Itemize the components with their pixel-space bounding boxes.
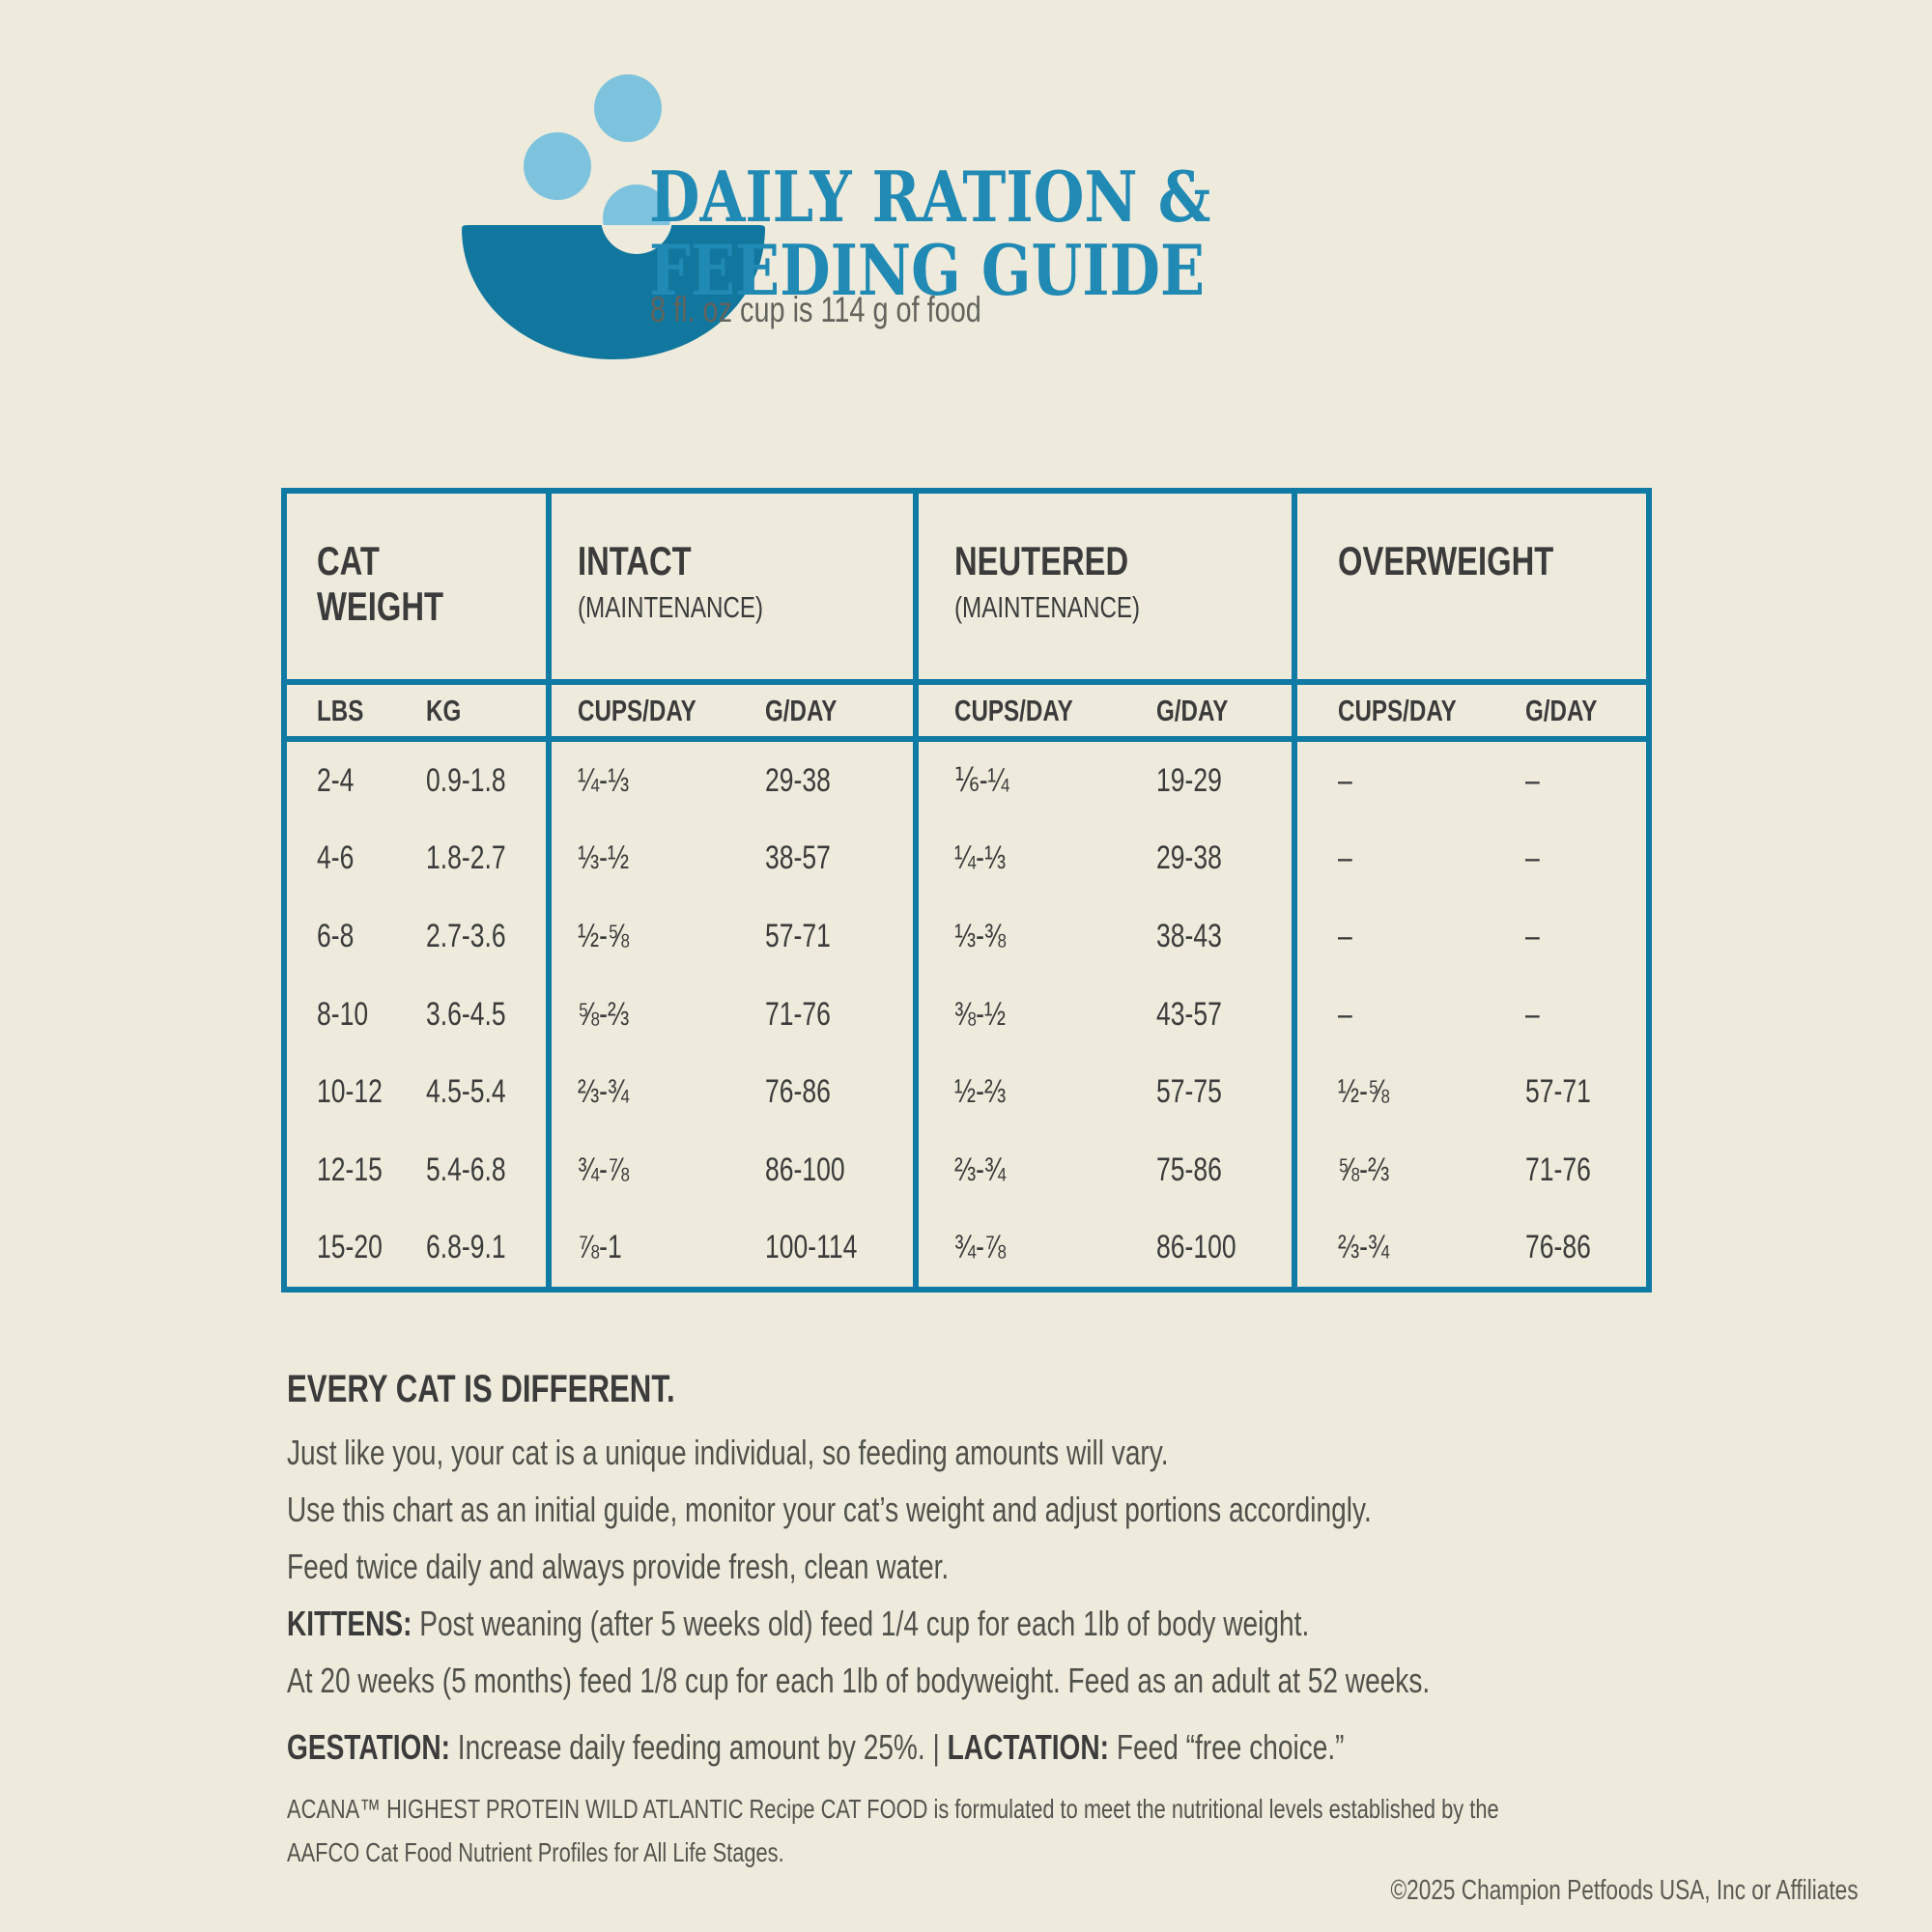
- subheader-row: CUPS/DAY G/DAY: [1297, 685, 1646, 742]
- bowl-cutout: [601, 225, 672, 254]
- cup-conversion-note: 8 fl. oz cup is 114 g of food: [650, 290, 981, 329]
- bowl-kibble-logo: [462, 74, 765, 359]
- table-cell: ¾-⅞ 86-100: [578, 1151, 845, 1188]
- table-cell: ¼-⅓ 29-38: [954, 839, 1222, 877]
- column-neutered: NEUTERED (MAINTENANCE) CUPS/DAY G/DAY ⅙-…: [919, 494, 1297, 1287]
- column-cat-weight: CAT WEIGHT LBS KG 2-4 0.9-1.8 4-6 1.8-2.7 …: [287, 494, 552, 1287]
- table-cell: ⅙-¼ 19-29: [954, 761, 1222, 800]
- data-rows: – – – – – – – – ½-⅝ 57-71 ⅝-⅔ 71-76 ⅔-¾ 76-86: [1297, 742, 1646, 1287]
- table-cell: – –: [1338, 761, 1540, 799]
- data-rows: ¼-⅓ 29-38 ⅓-½ 38-57 ½-⅝ 57-71 ⅝-⅔ 71-76 ⅔-¾ 7…: [552, 742, 913, 1287]
- table-cell: ¾-⅞ 86-100: [954, 1229, 1236, 1266]
- table-cell: – –: [1338, 995, 1540, 1033]
- subheader-cups-day: CUPS/DAY: [954, 693, 1073, 727]
- column-header-cat-weight: CAT WEIGHT: [287, 494, 546, 685]
- subheader-g-day: G/DAY: [1156, 693, 1229, 727]
- table-cell: ⅔-¾ 76-86: [578, 1073, 831, 1111]
- table-cell: ½-⅔ 57-75: [954, 1073, 1222, 1111]
- page-title: DAILY RATION & FEEDING GUIDE: [649, 160, 1210, 306]
- table-cell: ½-⅝ 57-71: [578, 917, 831, 954]
- note-line-2: Use this chart as an initial guide, moni…: [287, 1490, 1372, 1529]
- table-cell: ⅓-½ 38-57: [578, 839, 831, 877]
- table-cell: ⅞-1 100-114: [578, 1229, 858, 1266]
- table-cell: ½-⅝ 57-71: [1338, 1073, 1591, 1111]
- bowl-icon: [462, 225, 765, 359]
- table-cell: ⅝-⅔ 71-76: [578, 995, 831, 1033]
- table-cell: 10-12 4.5-5.4: [317, 1073, 506, 1111]
- table-cell: ⅔-¾ 75-86: [954, 1151, 1222, 1188]
- data-rows: ⅙-¼ 19-29 ¼-⅓ 29-38 ⅓-⅜ 38-43 ⅜-½ 43-57 ½-⅔ 5…: [919, 742, 1292, 1287]
- table-cell: ⅓-⅜ 38-43: [954, 917, 1222, 954]
- subheader-g-day: G/DAY: [1525, 693, 1598, 727]
- copyright-text: ©2025 Champion Petfoods USA, Inc or Affi…: [1390, 1875, 1859, 1906]
- data-rows: 2-4 0.9-1.8 4-6 1.8-2.7 6-8 2.7-3.6 8-10 3.6…: [287, 742, 546, 1287]
- note-line-1: Just like you, your cat is a unique indi…: [287, 1433, 1169, 1472]
- table-cell: 6-8 2.7-3.6: [317, 917, 506, 954]
- table-cell: 8-10 3.6-4.5: [317, 995, 506, 1033]
- note-line-3: Feed twice daily and always provide fres…: [287, 1547, 950, 1586]
- table-cell: 4-6 1.8-2.7: [317, 839, 506, 877]
- aafco-statement: ACANA™ HIGHEST PROTEIN WILD ATLANTIC Rec…: [287, 1794, 1499, 1867]
- lactation-label: LACTATION:: [947, 1727, 1110, 1767]
- subheader-cups-day: CUPS/DAY: [1338, 693, 1457, 727]
- kibble-bottom-icon: [603, 185, 670, 225]
- table-cell: ⅜-½ 43-57: [954, 995, 1222, 1033]
- column-header-neutered: NEUTERED (MAINTENANCE): [919, 494, 1292, 685]
- note-separator: |: [932, 1727, 940, 1767]
- table-cell: ¼-⅓ 29-38: [578, 761, 831, 799]
- subheader-lbs: LBS: [317, 693, 364, 727]
- table-cell: ⅝-⅔ 71-76: [1338, 1151, 1591, 1188]
- kittens-label: KITTENS:: [287, 1604, 412, 1643]
- subheader-kg: KG: [426, 693, 462, 727]
- table-cell: 2-4 0.9-1.8: [317, 761, 506, 799]
- gestation-lactation-note: GESTATION: Increase daily feeding amount…: [287, 1727, 1345, 1767]
- page-title-line1: DAILY RATION &: [649, 156, 1211, 238]
- column-header-overweight: OVERWEIGHT: [1297, 494, 1646, 685]
- table-cell: ⅔-¾ 76-86: [1338, 1229, 1591, 1266]
- every-cat-heading: EVERY CAT IS DIFFERENT.: [287, 1368, 675, 1410]
- subheader-cups-day: CUPS/DAY: [578, 693, 696, 727]
- column-sublabel: (MAINTENANCE): [954, 590, 1141, 625]
- kittens-note: KITTENS: Post weaning (after 5 weeks old…: [287, 1604, 1310, 1643]
- feeding-table: CAT WEIGHT LBS KG 2-4 0.9-1.8 4-6 1.8-2.7 …: [281, 488, 1652, 1293]
- column-overweight: OVERWEIGHT CUPS/DAY G/DAY – – – – – – – – ½-…: [1297, 494, 1646, 1287]
- subheader-row: LBS KG: [287, 685, 546, 742]
- page-title-line2: FEEDING GUIDE: [649, 228, 1206, 311]
- gestation-label: GESTATION:: [287, 1727, 450, 1767]
- column-label: OVERWEIGHT: [1338, 538, 1554, 583]
- table-cell: 15-20 6.8-9.1: [317, 1229, 506, 1266]
- kittens-note-line2: At 20 weeks (5 months) feed 1/8 cup for …: [287, 1661, 1431, 1700]
- column-intact: INTACT (MAINTENANCE) CUPS/DAY G/DAY ¼-⅓ 2…: [552, 494, 919, 1287]
- kibble-top-icon: [594, 74, 662, 142]
- column-label: NEUTERED: [954, 538, 1129, 583]
- subheader-row: CUPS/DAY G/DAY: [552, 685, 913, 742]
- subheader-row: CUPS/DAY G/DAY: [919, 685, 1292, 742]
- column-label: CAT WEIGHT: [317, 538, 444, 630]
- kibble-left-icon: [524, 132, 591, 200]
- column-header-intact: INTACT (MAINTENANCE): [552, 494, 913, 685]
- subheader-g-day: G/DAY: [765, 693, 838, 727]
- table-cell: 12-15 5.4-6.8: [317, 1151, 506, 1188]
- column-label: INTACT: [578, 538, 692, 583]
- table-cell: – –: [1338, 839, 1540, 877]
- table-cell: – –: [1338, 917, 1540, 954]
- column-sublabel: (MAINTENANCE): [578, 590, 764, 625]
